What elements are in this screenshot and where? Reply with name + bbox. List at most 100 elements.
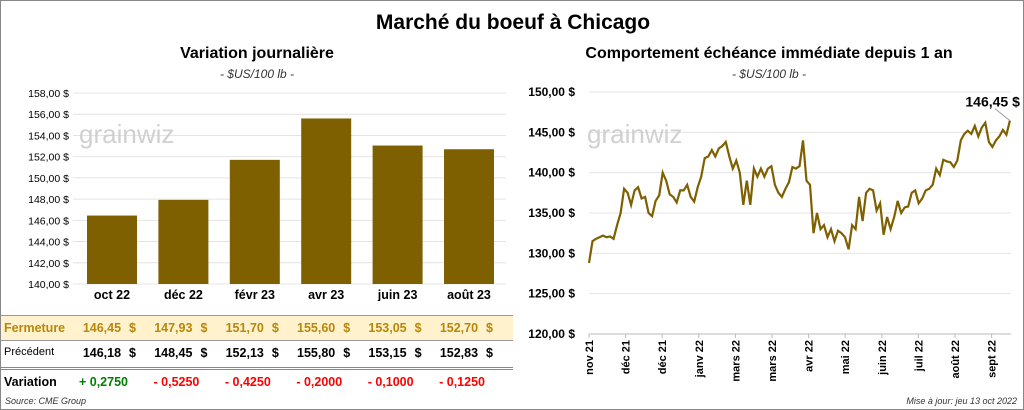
currency-suffix: $ [486, 321, 493, 335]
x-tick-label: déc 21 [657, 340, 669, 374]
cell-value: - 0,1000 [367, 375, 414, 389]
bar [87, 215, 137, 284]
currency-suffix: $ [343, 321, 351, 335]
x-category-label: avr 23 [308, 288, 344, 301]
x-tick-label: mai 22 [840, 340, 852, 374]
y-tick-label: 144,00 $ [28, 237, 69, 249]
table-cell: 152,13 $ [209, 346, 279, 360]
table-cell: + 0,2750 [66, 375, 128, 389]
table-cell: - 0,2000 [280, 375, 342, 389]
currency-suffix: $ [200, 321, 208, 335]
last-price-label: 146,45 $ [965, 94, 1020, 110]
bar-chart-title: Variation journalière [180, 45, 334, 62]
y-tick-label: 158,00 $ [28, 88, 69, 100]
x-tick-label: mars 22 [730, 340, 742, 382]
bar [444, 149, 494, 284]
cell-value: 151,70 [225, 321, 264, 335]
y-tick-label: 145,00 $ [528, 125, 575, 139]
cell-value: 148,45 [154, 346, 193, 360]
y-tick-label: 142,00 $ [28, 258, 69, 270]
cell-value: 152,70 [439, 321, 479, 335]
table-cell: 153,15 $ [352, 346, 422, 360]
currency-suffix: $ [343, 346, 351, 360]
y-tick-label: 125,00 $ [528, 287, 575, 301]
line-chart-unit: - $US/100 lb - [731, 67, 807, 81]
table-cell: 147,93 $ [137, 321, 207, 335]
price-line [587, 119, 1011, 264]
x-tick-label: août 22 [950, 340, 962, 379]
table-cell: 155,60 $ [280, 321, 350, 335]
watermark-logo: grainwiz [79, 119, 174, 149]
currency-suffix: $ [129, 346, 136, 360]
table-row-fermeture: Fermeture 146,45 $147,93 $151,70 $155,60 $153… [1, 315, 513, 341]
currency-suffix: $ [271, 346, 279, 360]
x-tick-label: janv 22 [694, 340, 706, 378]
source-note: Source: CME Group [5, 396, 87, 406]
table-cell: - 0,1000 [352, 375, 414, 389]
bar [158, 199, 209, 284]
row-label: Précédent [4, 346, 55, 358]
table-cell: 148,45 $ [137, 346, 207, 360]
y-tick-label: 146,00 $ [28, 215, 69, 227]
x-category-label: févr 23 [235, 288, 275, 301]
currency-suffix: $ [200, 346, 208, 360]
line-chart: 120,00 $ 125,00 $ 130,00 $ 135,00 $ 140,00 $… [528, 85, 1020, 382]
cell-value: 153,15 [368, 346, 407, 360]
y-tick-label: 135,00 $ [528, 206, 575, 220]
x-tick-label: mars 22 [767, 340, 779, 382]
table-cell: 146,45 $ [66, 321, 136, 335]
currency-suffix: $ [271, 321, 279, 335]
update-note: Mise à jour: jeu 13 oct 2022 [906, 396, 1017, 406]
y-tick-label: 148,00 $ [28, 194, 69, 206]
cell-value: - 0,2000 [296, 375, 343, 389]
line-chart-title: Comportement échéance immédiate depuis 1… [585, 45, 953, 62]
currency-suffix: $ [129, 321, 136, 335]
row-label: Variation [4, 375, 57, 389]
row-label: Fermeture [4, 321, 66, 335]
currency-suffix: $ [486, 346, 493, 360]
y-tick-label: 154,00 $ [28, 130, 69, 142]
bar [229, 159, 280, 284]
cell-value: 153,05 [368, 321, 407, 335]
cell-value: - 0,4250 [224, 375, 271, 389]
x-category-label: juin 23 [377, 288, 418, 301]
x-tick-label: juil 22 [913, 340, 925, 372]
y-tick-label: 140,00 $ [528, 166, 575, 180]
table-cell: 155,80 $ [280, 346, 350, 360]
bar-chart-unit: - $US/100 lb - [219, 67, 295, 81]
x-tick-label: sept 22 [987, 340, 999, 378]
x-tick-label: juin 22 [877, 340, 889, 376]
x-category-label: oct 22 [94, 288, 130, 301]
table-row-variation: Variation + 0,2750 - 0,5250 - 0,4250 - 0,200… [1, 367, 513, 394]
bar-chart: 140,00 $ 142,00 $ 144,00 $ 146,00 $ 148,00 $… [28, 88, 506, 301]
y-tick-label: 150,00 $ [528, 85, 575, 99]
currency-suffix: $ [414, 321, 422, 335]
y-tick-label: 150,00 $ [28, 173, 69, 185]
cell-value: 152,83 [439, 346, 479, 360]
table-row-précédent: Précédent 146,18 $148,45 $152,13 $ 155,80 $153… [1, 341, 513, 365]
x-tick-label: nov 21 [584, 340, 596, 375]
table-cell: - 0,5250 [137, 375, 200, 389]
watermark-logo: grainwiz [587, 119, 682, 149]
x-tick-label: avr 22 [804, 340, 816, 372]
cell-value: 155,80 [297, 346, 336, 360]
table-cell: 151,70 $ [209, 321, 279, 335]
bar [301, 118, 352, 284]
y-tick-label: 156,00 $ [28, 109, 69, 121]
y-tick-label: 130,00 $ [528, 246, 575, 260]
cell-value: 146,45 [82, 321, 122, 335]
x-category-label: déc 22 [164, 288, 203, 301]
table-cell: - 0,4250 [209, 375, 271, 389]
table-cell: 152,70 $ [423, 321, 493, 335]
currency-suffix: $ [414, 346, 422, 360]
table-cell: 146,18 $ [66, 346, 136, 360]
cell-value: 146,18 [82, 346, 122, 360]
label-leader [994, 108, 1011, 122]
y-tick-label: 120,00 $ [528, 327, 575, 341]
page-title: Marché du boeuf à Chicago [375, 11, 651, 34]
cell-value: - 0,5250 [153, 375, 200, 389]
x-category-label: août 23 [447, 288, 491, 301]
table-cell: 153,05 $ [352, 321, 422, 335]
cell-value: - 0,1250 [439, 375, 485, 389]
